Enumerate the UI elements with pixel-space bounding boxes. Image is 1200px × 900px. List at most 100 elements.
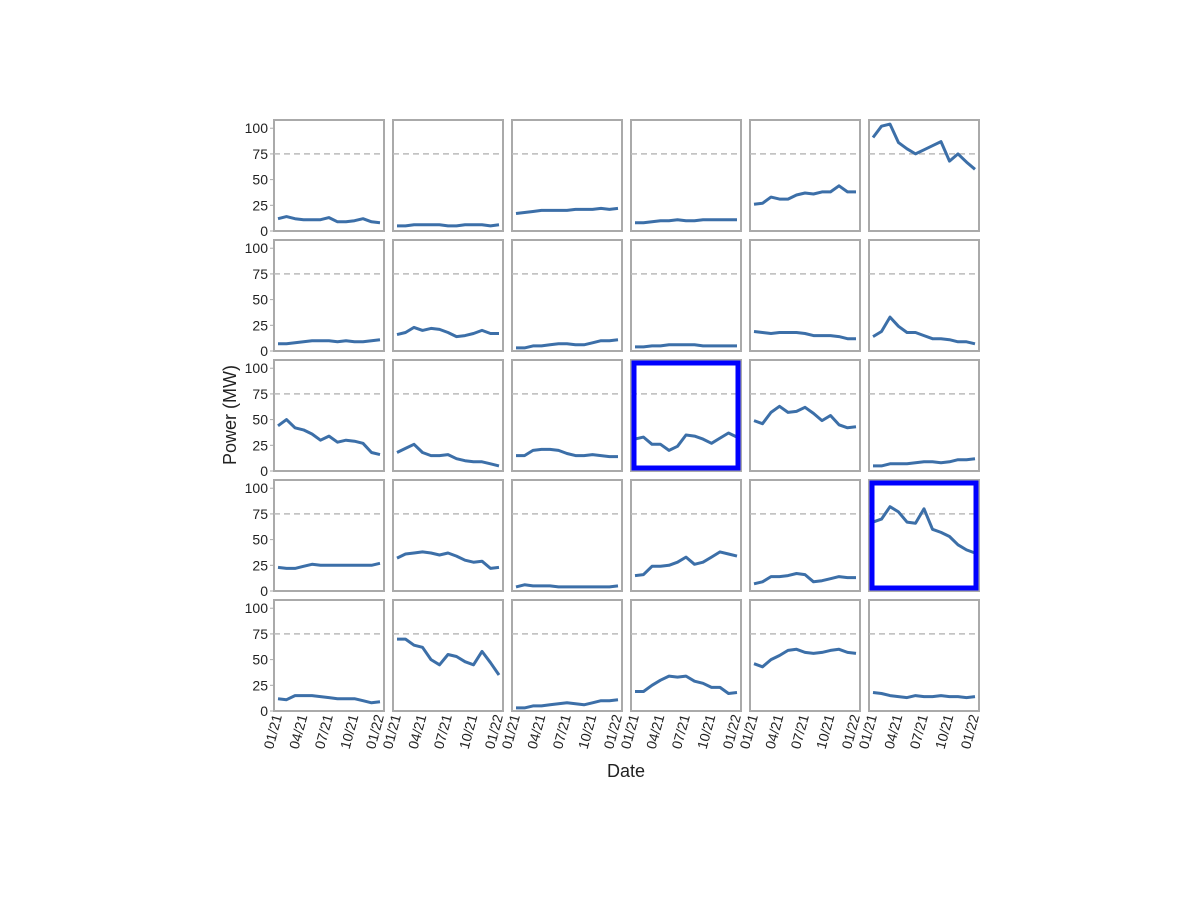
x-axis-label: Date <box>607 761 645 781</box>
panel-frame <box>868 359 980 472</box>
y-tick-label: 100 <box>245 240 269 256</box>
series-line <box>396 442 500 468</box>
y-tick-label: 25 <box>252 317 268 333</box>
panel-frame <box>630 359 742 472</box>
series-line <box>396 325 499 339</box>
series-line <box>277 694 381 705</box>
panel-frame <box>868 599 980 712</box>
y-tick-label: 75 <box>252 626 268 642</box>
x-tick-label: 10/21 <box>456 712 481 750</box>
y-tick-label: 25 <box>252 557 268 573</box>
y-tick-label: 0 <box>260 223 268 239</box>
x-tick-label: 01/22 <box>957 712 982 750</box>
series-line <box>515 206 619 215</box>
y-tick-label: 75 <box>252 386 268 402</box>
panel-frame <box>273 239 385 352</box>
series-line <box>277 215 381 225</box>
y-tick-label: 75 <box>252 146 268 162</box>
series-line <box>277 418 381 457</box>
series-line <box>634 431 738 452</box>
series-line <box>277 561 381 570</box>
highlight-frame <box>869 480 979 591</box>
panel-frame <box>511 239 623 352</box>
panel-frame <box>749 359 861 472</box>
x-tick-label: 04/21 <box>881 712 906 750</box>
panel-frame <box>511 599 623 712</box>
y-tick-label: 0 <box>260 343 268 359</box>
panel-frame <box>392 119 504 232</box>
x-tick-label: 07/21 <box>787 712 812 750</box>
series-line <box>872 691 976 700</box>
panel-frame <box>868 479 980 592</box>
panel-frame <box>749 239 861 352</box>
series-line <box>753 330 856 341</box>
series-line <box>516 338 619 350</box>
series-line <box>278 338 381 346</box>
y-tick-label: 100 <box>245 360 269 376</box>
highlight-frame <box>631 360 741 471</box>
x-tick-label: 07/21 <box>430 712 455 750</box>
y-tick-label: 100 <box>245 120 269 136</box>
series-line <box>872 505 976 555</box>
panel-frame <box>749 599 861 712</box>
x-tick-label: 04/21 <box>762 712 787 750</box>
y-tick-label: 25 <box>252 677 268 693</box>
panel-frame <box>273 479 385 592</box>
panel-frame <box>511 479 623 592</box>
series-line <box>635 674 738 695</box>
x-tick-label: 10/21 <box>813 712 838 750</box>
x-tick-label: 10/21 <box>932 712 957 750</box>
series-line <box>634 550 738 578</box>
series-line <box>753 572 856 586</box>
series-line <box>753 404 857 430</box>
x-tick-label: 07/21 <box>311 712 336 750</box>
series-line <box>397 637 501 676</box>
y-tick-label: 25 <box>252 437 268 453</box>
panel-frame <box>392 599 504 712</box>
series-line <box>515 583 619 589</box>
panel-frame <box>749 479 861 592</box>
panel-frame <box>630 599 742 712</box>
y-tick-label: 50 <box>252 652 268 668</box>
x-tick-label: 04/21 <box>643 712 668 750</box>
panel-frame <box>511 119 623 232</box>
y-tick-label: 75 <box>252 266 268 282</box>
y-tick-label: 100 <box>245 600 269 616</box>
series-line <box>873 457 976 468</box>
y-tick-label: 75 <box>252 506 268 522</box>
y-tick-label: 50 <box>252 412 268 428</box>
y-tick-label: 50 <box>252 532 268 548</box>
y-tick-label: 100 <box>245 480 269 496</box>
series-line <box>635 343 737 349</box>
series-line <box>753 647 857 669</box>
series-line <box>397 223 500 228</box>
panel-frame <box>273 599 385 712</box>
panel-frame <box>273 359 385 472</box>
series-line <box>635 218 737 225</box>
y-tick-label: 0 <box>260 703 268 719</box>
x-tick-label: 04/21 <box>286 712 311 750</box>
panel-frame <box>392 359 504 472</box>
panel-frame <box>868 239 980 352</box>
x-tick-label: 04/21 <box>524 712 549 750</box>
series-line <box>753 184 856 206</box>
y-tick-label: 25 <box>252 197 268 213</box>
x-tick-label: 10/21 <box>337 712 362 750</box>
x-tick-label: 07/21 <box>668 712 693 750</box>
series-line <box>516 447 618 459</box>
panel-frame <box>749 119 861 232</box>
series-line <box>871 122 976 171</box>
panel-frame <box>392 239 504 352</box>
panel-frame <box>630 239 742 352</box>
panel-frame <box>392 479 504 592</box>
x-tick-label: 10/21 <box>575 712 600 750</box>
y-tick-label: 50 <box>252 292 268 308</box>
x-tick-label: 07/21 <box>906 712 931 750</box>
x-tick-label: 04/21 <box>405 712 430 750</box>
y-tick-label: 0 <box>260 583 268 599</box>
y-axis-label: Power (MW) <box>220 365 240 465</box>
panel-frame <box>868 119 980 232</box>
y-tick-label: 50 <box>252 172 268 188</box>
